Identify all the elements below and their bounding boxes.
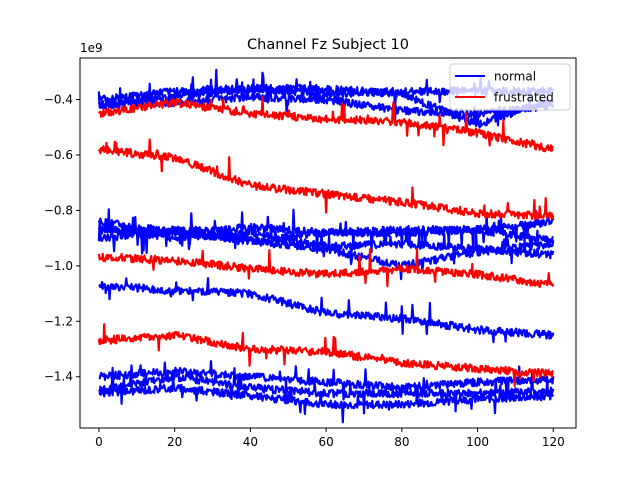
y-tick-label: −0.8 — [44, 203, 73, 217]
series-line-frustrated — [97, 323, 554, 387]
legend-label-normal: normal — [494, 70, 536, 84]
x-tick-label: 120 — [542, 435, 565, 449]
series-line-frustrated — [97, 96, 554, 153]
x-tick-label: 80 — [394, 435, 409, 449]
plot-frame — [79, 57, 577, 429]
y-axis: −1.4 −1.2 −1.0 −0.8 −0.6 −0.4 — [44, 93, 80, 384]
y-tick-label: −0.4 — [44, 93, 73, 107]
chart-title: Channel Fz Subject 10 — [247, 37, 409, 53]
series-line-frustrated — [97, 138, 555, 220]
series-line-normal — [98, 360, 555, 401]
series-layer — [97, 68, 555, 424]
y-tick-label: −1.2 — [44, 314, 73, 328]
series-line-normal — [98, 277, 555, 344]
series-line-normal — [98, 375, 555, 424]
series-line-normal — [98, 216, 555, 281]
legend: normal frustrated — [449, 63, 571, 111]
x-tick-label: 100 — [466, 435, 489, 449]
y-tick-label: −1.0 — [44, 259, 73, 273]
series-line-frustrated — [97, 248, 555, 288]
x-tick-label: 0 — [95, 435, 103, 449]
legend-label-frustrated: frustrated — [494, 91, 554, 105]
x-tick-label: 20 — [167, 435, 182, 449]
y-offset-label: 1e9 — [80, 41, 103, 55]
x-tick-label: 40 — [243, 435, 258, 449]
y-tick-label: −0.6 — [44, 148, 73, 162]
x-tick-label: 60 — [318, 435, 333, 449]
series-line-normal — [98, 366, 555, 415]
x-axis: 0 20 40 60 80 100 120 — [95, 428, 565, 449]
y-tick-label: −1.4 — [44, 370, 73, 384]
